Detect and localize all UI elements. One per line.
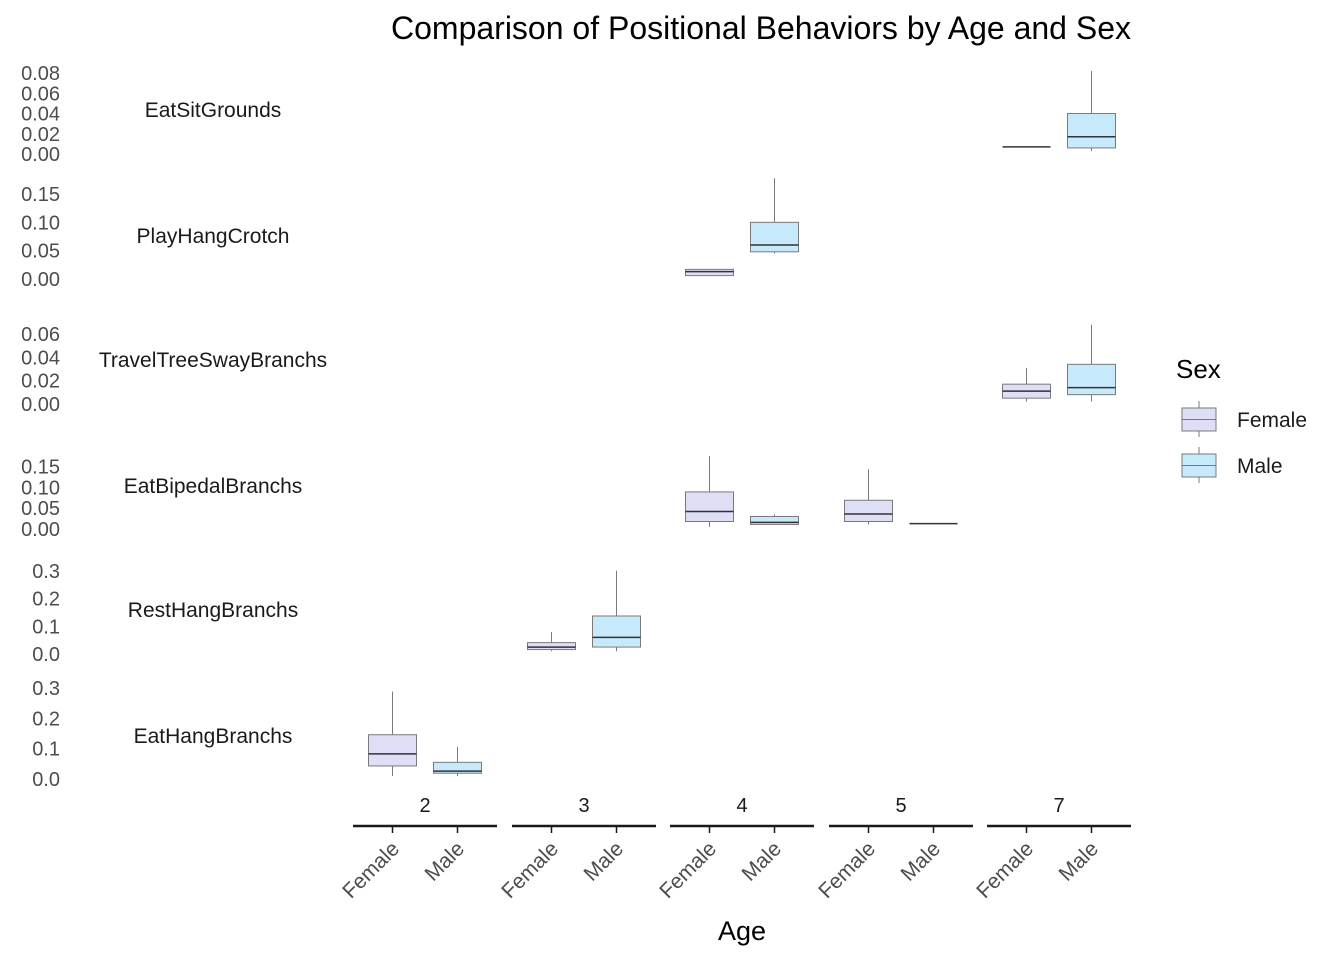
age-group-label: 3 [578,795,589,817]
legend-title: Sex [1176,354,1221,384]
box-female-age-7 [1002,367,1051,402]
y-tick-label: 0.04 [21,347,60,369]
facet-panel-EatSitGrounds: EatSitGrounds 0.000.020.040.060.08 [21,63,1116,166]
y-tick-label: 0.3 [32,561,60,583]
box-iqr [1067,363,1116,396]
facet-label: EatSitGrounds [145,99,282,122]
facet-label: RestHangBranchs [128,599,298,622]
facet-panel-TravelTreeSwayBranchs: TravelTreeSwayBranchs 0.000.020.040.06 [21,324,1116,416]
box-iqr [685,268,734,277]
x-axis: 2 Female Male 3 Female Male 4 Female Male 5 Female… [338,795,1131,903]
y-tick-label: 0.10 [21,477,60,499]
x-tick-label: Male [1055,837,1103,885]
y-tick-label: 0.15 [21,184,60,206]
x-tick-label: Male [738,837,786,885]
legend-item-male: Male [1181,447,1283,483]
age-group-label: 2 [419,795,430,817]
box-male-age-3 [592,570,641,652]
y-tick-label: 0.08 [21,63,60,85]
facet-panel-EatHangBranchs: EatHangBranchs 0.0 0.1 0.2 0.3 [32,678,482,791]
age-group-4: 4 Female Male [655,795,814,903]
facet-panel-RestHangBranchs: RestHangBranchs 0.0 0.1 0.2 0.3 [32,561,641,666]
y-tick-label: 0.00 [21,269,60,291]
box-female-age-4 [685,456,734,527]
box-male-age-4 [750,178,799,254]
facet-label: TravelTreeSwayBranchs [99,349,327,372]
box-iqr [1067,113,1116,149]
legend: Sex Female Male [1176,354,1307,483]
y-tick-label: 0.05 [21,498,60,520]
y-tick-label: 0.2 [32,589,60,611]
legend-label: Female [1237,409,1307,432]
x-axis-title: Age [718,916,766,946]
box-female-age-3 [527,632,576,652]
box-female-age-5 [844,469,893,525]
x-tick-label: Female [497,837,563,903]
facet-panel-PlayHangCrotch: PlayHangCrotch 0.00 0.05 0.10 0.15 [21,178,799,291]
box-female-age-4 [685,268,734,277]
y-tick-label: 0.2 [32,708,60,730]
legend-item-female: Female [1181,401,1307,437]
y-tick-label: 0.00 [21,144,60,166]
legend-items: Female Male [1181,401,1307,483]
y-tick-label: 0.0 [32,644,60,666]
age-group-3: 3 Female Male [497,795,656,903]
age-group-label: 5 [895,795,906,817]
box-iqr [527,642,576,651]
x-tick-label: Female [972,837,1038,903]
y-tick-label: 0.3 [32,678,60,700]
x-tick-label: Female [814,837,880,903]
y-tick-label: 0.00 [21,394,60,416]
y-tick-label: 0.05 [21,241,60,263]
age-group-label: 7 [1053,795,1064,817]
x-tick-label: Male [897,837,945,885]
facet-label: EatHangBranchs [134,725,293,748]
box-male-age-7 [1067,71,1116,151]
box-iqr [844,499,893,522]
facet-panel-EatBipedalBranchs: EatBipedalBranchs 0.000.050.100.15 [21,456,958,541]
y-tick-label: 0.06 [21,324,60,346]
y-tick-label: 0.06 [21,83,60,105]
y-tick-label: 0.0 [32,769,60,791]
age-group-label: 4 [736,795,747,817]
x-tick-label: Female [655,837,721,903]
facet-label: EatBipedalBranchs [124,475,303,498]
age-group-2: 2 Female Male [338,795,497,903]
y-tick-label: 0.10 [21,212,60,234]
y-tick-label: 0.02 [21,371,60,393]
age-group-5: 5 Female Male [814,795,973,903]
chart-title: Comparison of Positional Behaviors by Ag… [391,10,1131,46]
facet-label: PlayHangCrotch [137,225,290,248]
box-iqr [592,615,641,648]
x-tick-label: Male [580,837,628,885]
facet-panels: EatSitGrounds0.000.020.040.060.08PlayHan… [21,63,1116,791]
box-iqr [433,761,482,774]
box-male-age-2 [433,746,482,776]
box-iqr [368,734,417,767]
y-tick-label: 0.00 [21,519,60,541]
legend-label: Male [1237,455,1283,478]
box-iqr [685,491,734,522]
age-group-7: 7 Female Male [972,795,1131,903]
y-tick-label: 0.04 [21,104,60,126]
box-iqr [750,221,799,253]
y-tick-label: 0.1 [32,616,60,638]
box-female-age-2 [368,691,417,776]
y-tick-label: 0.1 [32,739,60,761]
y-tick-label: 0.02 [21,124,60,146]
x-tick-label: Male [421,837,469,885]
y-tick-label: 0.15 [21,457,60,479]
box-male-age-4 [750,514,799,525]
box-male-age-7 [1067,324,1116,402]
box-iqr [750,516,799,525]
x-tick-label: Female [338,837,404,903]
